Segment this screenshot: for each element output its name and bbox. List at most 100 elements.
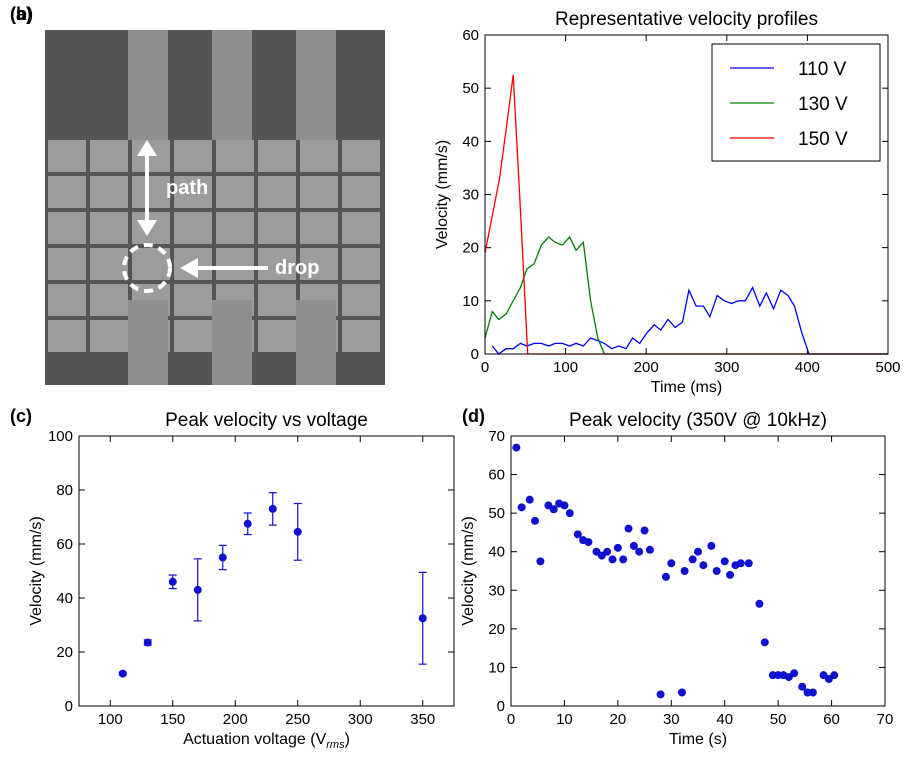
point bbox=[726, 570, 735, 579]
electrode bbox=[48, 320, 86, 352]
y-tick-label: 30 bbox=[462, 187, 479, 204]
x-tick-label: 500 bbox=[875, 359, 900, 376]
point bbox=[667, 559, 676, 568]
x-tick-label: 250 bbox=[285, 711, 310, 728]
micrograph bbox=[45, 30, 385, 385]
panel-label: (a) bbox=[10, 4, 32, 24]
electrode bbox=[128, 30, 168, 140]
point bbox=[830, 671, 839, 680]
point bbox=[661, 572, 670, 581]
y-tick-label: 70 bbox=[488, 428, 505, 445]
x-tick-label: 400 bbox=[795, 359, 820, 376]
electrode bbox=[48, 248, 86, 280]
point bbox=[603, 547, 612, 556]
y-tick-label: 0 bbox=[497, 698, 505, 715]
y-tick-label: 80 bbox=[56, 482, 73, 499]
x-tick-label: 10 bbox=[556, 711, 573, 728]
y-tick-label: 10 bbox=[488, 659, 505, 676]
x-tick-label: 20 bbox=[610, 711, 627, 728]
electrode bbox=[174, 140, 212, 172]
electrode bbox=[212, 300, 252, 385]
point bbox=[517, 503, 526, 512]
electrode bbox=[128, 300, 168, 385]
point bbox=[418, 614, 427, 623]
y-axis-label: Velocity (mm/s) bbox=[28, 516, 45, 625]
electrode bbox=[300, 176, 338, 208]
y-tick-label: 20 bbox=[462, 240, 479, 257]
chart-title: Peak velocity vs voltage bbox=[165, 410, 368, 431]
point bbox=[613, 543, 622, 552]
x-axis-label-part: ) bbox=[345, 731, 350, 748]
point bbox=[640, 526, 649, 535]
y-tick-label: 20 bbox=[488, 621, 505, 638]
electrode bbox=[342, 176, 380, 208]
arrow-head bbox=[180, 258, 198, 278]
point bbox=[168, 577, 177, 586]
axes-frame bbox=[78, 435, 455, 707]
electrode bbox=[296, 300, 336, 385]
x-tick-label: 60 bbox=[823, 711, 840, 728]
x-axis-label: Time (s) bbox=[669, 731, 727, 748]
point bbox=[565, 509, 574, 518]
electrode bbox=[90, 248, 128, 280]
point bbox=[549, 505, 558, 514]
line-series bbox=[484, 235, 888, 355]
point bbox=[608, 555, 617, 564]
panel-label: (d) bbox=[462, 406, 485, 426]
y-tick-label: 0 bbox=[65, 698, 73, 715]
y-tick-label: 40 bbox=[488, 544, 505, 561]
point bbox=[694, 547, 702, 556]
electrode bbox=[132, 176, 170, 208]
electrode bbox=[48, 284, 86, 316]
point bbox=[243, 519, 252, 528]
electrode bbox=[258, 248, 296, 280]
axes-frame bbox=[484, 34, 889, 355]
point bbox=[268, 504, 277, 513]
electrode bbox=[258, 140, 296, 172]
y-tick-label: 50 bbox=[462, 80, 479, 97]
point bbox=[624, 524, 633, 533]
point bbox=[118, 669, 127, 678]
axes-frame bbox=[510, 435, 886, 707]
point bbox=[619, 555, 628, 564]
electrode bbox=[258, 176, 296, 208]
y-tick-label: 0 bbox=[471, 346, 479, 363]
electrode bbox=[300, 212, 338, 244]
electrode bbox=[342, 248, 380, 280]
electrode bbox=[258, 212, 296, 244]
x-tick-label: 300 bbox=[348, 711, 373, 728]
electrode bbox=[90, 284, 128, 316]
y-tick-label: 60 bbox=[56, 536, 73, 553]
point bbox=[677, 688, 686, 697]
point bbox=[629, 541, 638, 550]
point bbox=[218, 553, 227, 562]
panel-label: (c) bbox=[10, 406, 32, 426]
x-axis-label-part: Actuation voltage (V bbox=[183, 731, 327, 748]
annotation: path bbox=[166, 177, 208, 199]
point bbox=[143, 638, 152, 647]
y-tick-label: 30 bbox=[488, 582, 505, 599]
x-tick-label: 30 bbox=[663, 711, 680, 728]
electrode bbox=[48, 212, 86, 244]
electrode bbox=[300, 140, 338, 172]
point bbox=[193, 585, 202, 594]
chart-title: Representative velocity profiles bbox=[555, 9, 818, 30]
point bbox=[512, 443, 521, 452]
point bbox=[720, 557, 729, 566]
line-series bbox=[484, 74, 888, 355]
y-tick-label: 60 bbox=[488, 467, 505, 484]
x-tick-label: 200 bbox=[223, 711, 248, 728]
point bbox=[560, 501, 569, 510]
electrode bbox=[342, 212, 380, 244]
y-tick-label: 10 bbox=[462, 293, 479, 310]
electrode bbox=[90, 212, 128, 244]
point bbox=[790, 669, 799, 678]
point bbox=[656, 690, 665, 699]
point bbox=[808, 688, 817, 697]
point bbox=[525, 495, 534, 504]
point bbox=[755, 599, 764, 608]
x-tick-label: 40 bbox=[716, 711, 733, 728]
point bbox=[645, 545, 654, 554]
x-axis-label: Time (ms) bbox=[651, 379, 722, 396]
